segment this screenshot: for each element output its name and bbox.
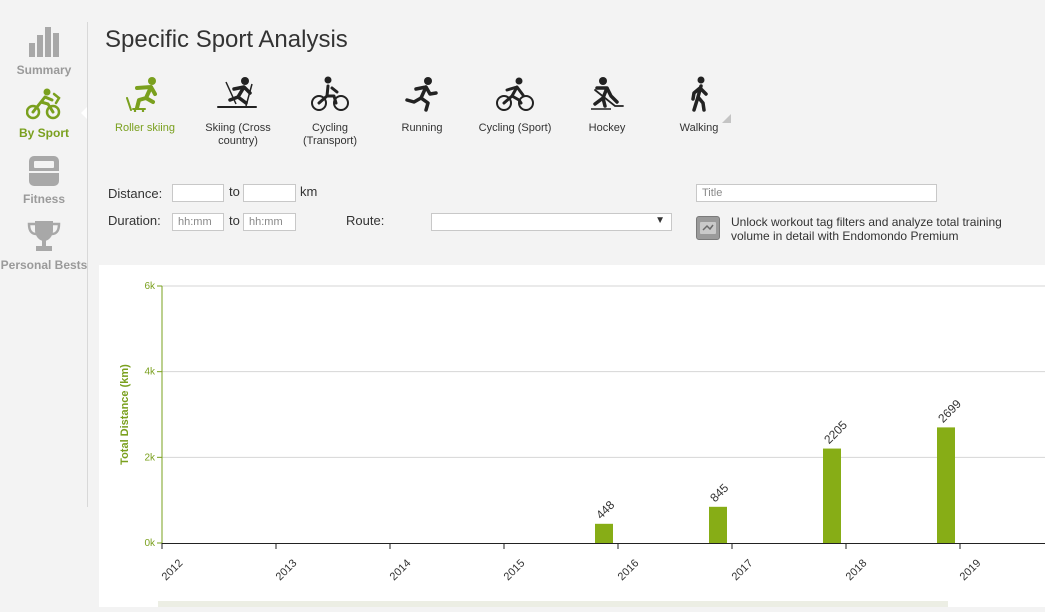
duration-label: Duration:	[108, 213, 161, 228]
sidebar-item-personal-bests[interactable]: Personal Bests	[0, 220, 88, 274]
data-label: 2699	[935, 397, 964, 426]
total-distance-bar-chart: 0k 2k 4k 6k Total Distance (km) 2012 2013 2014 2…	[119, 281, 1045, 583]
bar-chart-icon	[29, 27, 59, 57]
cross-country-skiing-icon	[217, 77, 257, 108]
walking-icon	[691, 76, 708, 112]
sidebar-item-summary[interactable]: Summary	[0, 27, 88, 79]
x-tick-label: 2013	[274, 557, 300, 583]
data-label: 2205	[821, 418, 850, 447]
sidebar: Summary By Sport Fitness Personal Bests	[0, 0, 88, 607]
premium-upsell-text: Unlock workout tag filters and analyze t…	[731, 215, 1002, 243]
sidebar-divider	[87, 22, 88, 507]
more-sports-toggle[interactable]	[722, 114, 731, 123]
distance-to-label: to	[229, 184, 240, 199]
y-tick-label: 4k	[144, 367, 156, 378]
sidebar-item-label: Fitness	[22, 192, 65, 206]
active-indicator	[81, 106, 88, 120]
sport-name: Hockey	[588, 122, 626, 134]
distance-to-input[interactable]	[243, 184, 296, 202]
duration-to-input[interactable]	[243, 213, 296, 231]
sport-name: Skiing (Cross country)	[205, 122, 271, 147]
x-tick-label: 2016	[616, 557, 642, 583]
route-select[interactable]: ▼	[431, 213, 672, 231]
x-tick-label: 2019	[958, 557, 984, 583]
sport-skiing-cross-country[interactable]: Skiing (Cross country)	[193, 72, 283, 148]
roller-skiing-icon	[126, 77, 157, 112]
sport-name: Running	[401, 122, 443, 134]
bar	[709, 506, 727, 543]
chart-footer	[158, 601, 948, 607]
sidebar-item-by-sport[interactable]: By Sport	[0, 88, 88, 142]
sport-roller-skiing[interactable]: Roller skiing	[100, 72, 190, 135]
y-tick-label: 6k	[144, 281, 156, 292]
sport-cycling-transport[interactable]: Cycling (Transport)	[285, 72, 375, 148]
x-tick-label: 2017	[730, 557, 756, 583]
bar	[937, 427, 955, 543]
trophy-icon	[27, 221, 61, 251]
distance-from-input[interactable]	[172, 184, 224, 202]
running-icon	[405, 77, 438, 112]
distance-label: Distance:	[108, 186, 163, 201]
multisport-icon	[26, 88, 61, 120]
sport-walking[interactable]: Walking	[654, 72, 744, 135]
sidebar-item-fitness[interactable]: Fitness	[0, 156, 88, 208]
x-tick-label: 2014	[388, 557, 414, 583]
sport-running[interactable]: Running	[377, 72, 467, 135]
x-tick-label: 2012	[160, 557, 186, 583]
route-label: Route:	[346, 213, 385, 228]
sport-name: Roller skiing	[115, 122, 175, 134]
page-title: Specific Sport Analysis	[105, 26, 348, 53]
chevron-down-icon: ▼	[655, 215, 665, 226]
cycling-transport-icon	[311, 76, 349, 111]
cycling-sport-icon	[496, 77, 534, 111]
duration-from-input[interactable]	[172, 213, 224, 231]
title-input[interactable]	[696, 184, 937, 202]
sidebar-item-label: Summary	[16, 63, 72, 77]
bar	[595, 523, 613, 543]
scale-icon	[29, 156, 59, 186]
x-tick-label: 2015	[502, 557, 528, 583]
chart-panel: 0k 2k 4k 6k Total Distance (km) 2012 2013 2014 2…	[99, 265, 1045, 607]
data-label: 845	[707, 481, 731, 505]
sport-name: Cycling (Sport)	[478, 122, 552, 134]
sport-cycling-sport[interactable]: Cycling (Sport)	[470, 72, 560, 135]
sidebar-item-label: By Sport	[18, 126, 69, 140]
sport-name: Cycling (Transport)	[303, 122, 357, 147]
distance-unit: km	[300, 184, 318, 199]
sport-name: Walking	[679, 122, 719, 134]
hockey-icon	[591, 77, 624, 110]
data-label: 448	[593, 498, 617, 522]
y-axis-title: Total Distance (km)	[119, 364, 131, 465]
duration-to-label: to	[229, 213, 240, 228]
bar	[823, 448, 841, 543]
sport-hockey[interactable]: Hockey	[562, 72, 652, 135]
y-tick-label: 2k	[144, 452, 156, 463]
premium-lock-icon[interactable]	[696, 216, 720, 240]
sidebar-item-label: Personal Bests	[0, 258, 88, 272]
sport-selector: Roller skiing Skiing (Cross country) Cyc…	[100, 72, 740, 162]
x-tick-label: 2018	[844, 557, 870, 583]
route-select-value	[432, 218, 437, 230]
y-tick-label: 0k	[144, 538, 156, 549]
